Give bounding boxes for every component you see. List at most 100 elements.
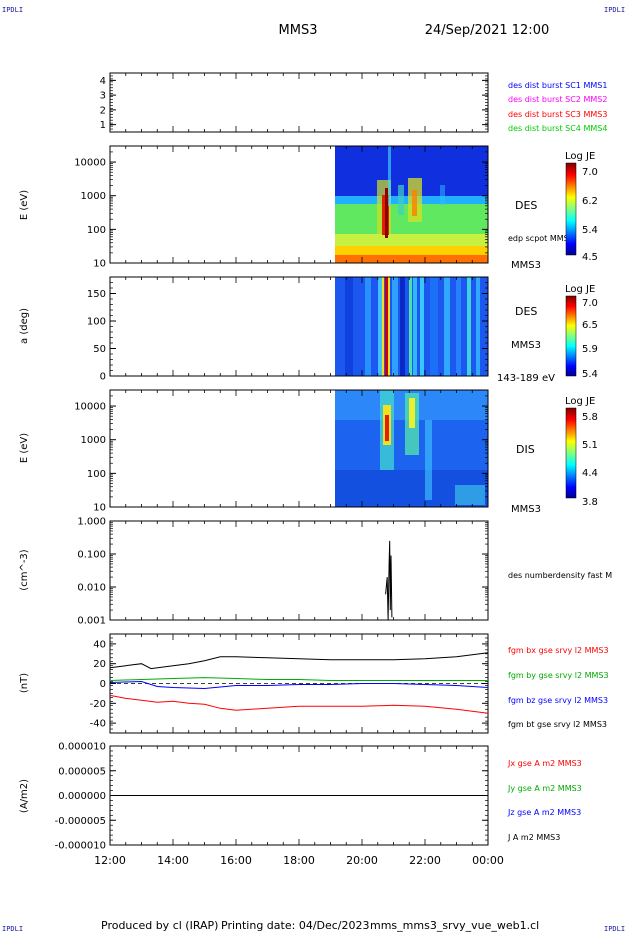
magnetic-field-ylabel: (nT) [19,673,30,693]
des-pitch-colorbar-tick: 5.4 [582,369,598,380]
des-pitch-colorbar-tick: 7.0 [582,298,598,309]
dis-energy-spacecraft: MMS3 [511,504,541,515]
corner-label-top-right: IPDLI [604,6,625,14]
des-energy-ylabel: E (eV) [19,190,30,220]
ytick-label: 0.000010 [58,742,106,753]
bt-series-label: fgm bt gse srvy l2 MMS3 [508,720,607,729]
des-energy-spectrogram [335,146,488,263]
ytick-label: 0.010 [77,583,106,594]
jy-series-label: Jy gse A m2 MMS3 [507,784,582,793]
panel-magnetic-field: 40 20 0 -20 -40 (nT) fgm bx gse srvy l2 MMS3… [19,633,609,734]
series-line-1 [109,694,489,714]
panel-des-pitch: 150 100 50 0 a (deg) DES MMS3 143-189 eV Lo… [19,276,598,384]
dis-energy-colorbar-tick: 4.4 [582,468,598,479]
ytick-label: 0.000000 [58,791,106,802]
des-energy-instrument: DES [515,199,537,212]
corner-label-top-left: IPDLI [2,6,23,14]
panel-burst-yticks: 1 2 3 4 [100,72,489,133]
des-energy-spacecraft: MMS3 [511,260,541,271]
time-tick-label: 12:00 [94,854,126,867]
dis-energy-colorbar: Log JE 5.8 5.1 4.4 3.8 [565,396,598,508]
current-density-ylabel: (A/m2) [19,779,30,813]
des-pitch-colorbar-tick: 6.5 [582,320,598,331]
des-pitch-colorbar: Log JE 7.0 6.5 5.9 5.4 [565,284,598,380]
burst-label-mms1: des dist burst SC1 MMS1 [508,81,607,90]
burst-label-mms3: des dist burst SC3 MMS3 [508,110,607,119]
ytick-label: 100 [87,469,106,480]
dis-energy-colorbar-tick: 5.1 [582,440,598,451]
ytick-label: 0 [100,679,106,690]
panel-burst-frame [109,72,489,133]
time-axis: 12:00 14:00 16:00 18:00 20:00 22:00 00:00 [94,854,504,867]
ytick-label: 0 [100,372,106,383]
dis-energy-colorbar-tick: 5.8 [582,412,598,423]
burst-label-mms2: des dist burst SC2 MMS2 [508,95,607,104]
ytick-label: 100 [87,225,106,236]
ytick-label: 4 [100,76,106,87]
footer-printing-date: Printing date: 04/Dec/2023 [221,919,370,932]
panel-magnetic-field-yticks: 40 20 0 -20 -40 [90,633,489,734]
panel-density-frame [109,520,489,621]
des-energy-colorbar-tick: 4.5 [582,252,598,263]
des-energy-colorbar-tick: 5.4 [582,225,598,236]
dis-energy-colorbar-tick: 3.8 [582,497,598,508]
panel-density-lines [385,540,393,621]
time-tick-label: 22:00 [409,854,441,867]
ytick-label: 10000 [74,402,106,413]
ytick-label: 1.000 [77,517,106,528]
series-line-4 [109,652,489,670]
time-tick-label: 14:00 [157,854,189,867]
des-pitch-colorbar-title: Log JE [565,284,595,295]
series-line-1 [385,540,393,621]
panel-des-energy: 10000 1000 100 10 E (eV) DES edp scpot MMS3… [19,145,598,271]
des-pitch-spacecraft: MMS3 [511,340,541,351]
des-energy-colorbar: Log JE 7.0 6.2 5.4 4.5 [565,151,598,263]
panel-magnetic-field-lines [109,652,489,714]
corner-label-bottom-left: IPDLI [2,925,23,933]
ytick-label: 150 [87,289,106,300]
burst-label-mms4: des dist burst SC4 MMS4 [508,124,607,133]
ytick-label: 100 [87,317,106,328]
des-energy-colorbar-tick: 7.0 [582,167,598,178]
des-pitch-colorbar-tick: 5.9 [582,344,598,355]
footer-producer: Produced by cl (IRAP) [101,919,218,932]
ytick-label: 50 [93,344,106,355]
ytick-label: -0.000010 [55,841,106,852]
ytick-label: -20 [90,699,106,710]
ytick-label: 10 [93,503,106,514]
jx-series-label: Jx gse A m2 MMS3 [507,759,582,768]
density-series-label: des numberdensity fast M [508,571,612,580]
ytick-label: -0.000005 [55,816,106,827]
panel-burst: 1 2 3 4 des dist burst SC1 MMS1 des dist bu… [100,72,607,133]
dis-energy-spectrogram [335,390,488,507]
ytick-label: 2 [100,105,106,116]
footer-filename: mms_mms3_srvy_vue_web1.cl [370,919,539,932]
panel-des-pitch-yticks: 150 100 50 0 [87,276,489,383]
panel-dis-energy-yticks: 10000 1000 100 10 [74,389,489,514]
datetime-title: 24/Sep/2021 12:00 [425,23,549,38]
ytick-label: 0.001 [77,616,106,627]
bx-series-label: fgm bx gse srvy l2 MMS3 [508,646,609,655]
ytick-label: 0.100 [77,550,106,561]
bz-series-label: fgm bz gse srvy l2 MMS3 [508,696,608,705]
series-line-2 [109,677,488,681]
by-series-label: fgm by gse srvy l2 MMS3 [508,671,609,680]
panel-dis-energy: 10000 1000 100 10 E (eV) DIS MMS3 Log JE 5.… [19,389,598,515]
des-pitch-ylabel: a (deg) [19,308,30,344]
ytick-label: 1000 [81,435,106,446]
des-energy-colorbar-title: Log JE [565,151,595,162]
j-series-label: J A m2 MMS3 [507,833,560,842]
time-tick-label: 16:00 [220,854,252,867]
dis-energy-ylabel: E (eV) [19,433,30,463]
jz-series-label: Jz gse A m2 MMS3 [507,808,581,817]
des-pitch-energy-range: 143-189 eV [497,373,555,384]
panel-des-energy-yticks: 10000 1000 100 10 [74,145,489,270]
panel-current-density: 0.000010 0.000005 0.000000 -0.000005 -0.0000… [19,742,582,852]
ytick-label: 20 [93,659,106,670]
ytick-label: 10 [93,259,106,270]
ytick-label: 3 [100,91,106,102]
des-energy-colorbar-tick: 6.2 [582,196,598,207]
corner-label-bottom-right: IPDLI [604,925,625,933]
ytick-label: 1 [100,120,106,131]
